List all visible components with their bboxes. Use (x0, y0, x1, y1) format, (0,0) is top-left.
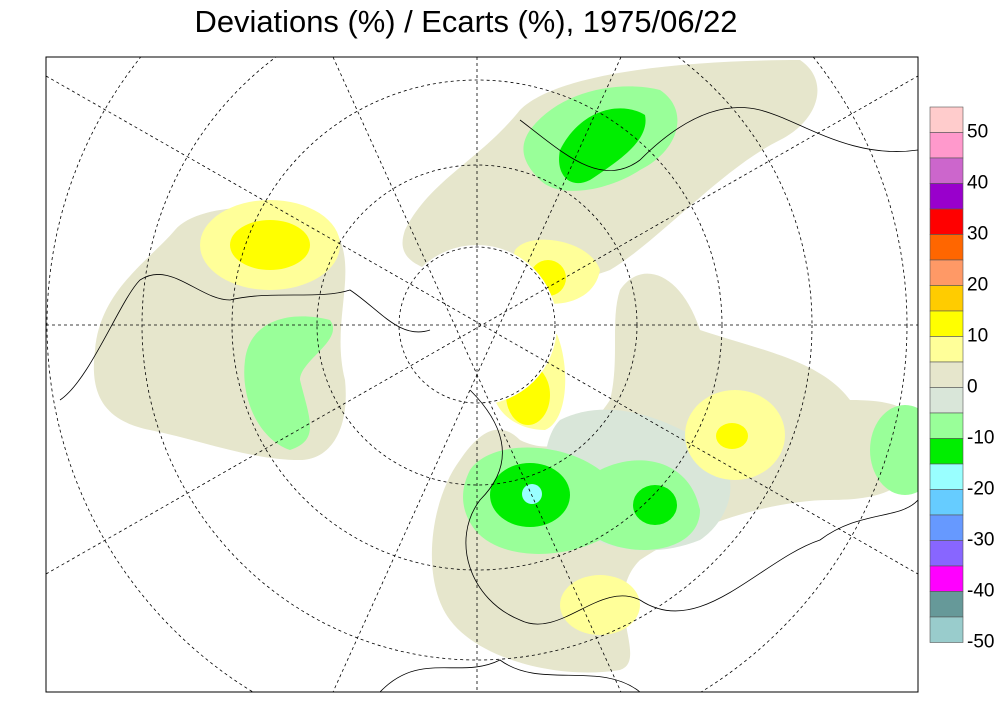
legend-label: 0 (967, 377, 978, 398)
legend-swatch (929, 157, 964, 184)
legend-swatch (929, 438, 964, 465)
legend-swatch (929, 361, 964, 388)
legend-swatch (929, 412, 964, 439)
legend-swatch (929, 489, 964, 516)
legend-label: 20 (967, 275, 988, 296)
anomaly-fields (93, 60, 918, 673)
legend-label: -40 (967, 581, 994, 602)
legend-label: -30 (967, 530, 994, 551)
legend-swatch (929, 591, 964, 618)
coastlines (59, 107, 918, 692)
legend-swatch (929, 208, 964, 235)
legend-label: 30 (967, 224, 988, 245)
legend-swatch (929, 540, 964, 567)
map-frame (45, 56, 919, 693)
legend-swatch (929, 336, 964, 363)
legend-swatch (929, 285, 964, 312)
legend-swatch (929, 259, 964, 286)
legend-label: -10 (967, 428, 994, 449)
legend-swatch (929, 463, 964, 490)
legend-label: 40 (967, 173, 988, 194)
legend-swatch (929, 132, 964, 159)
legend-label: -50 (967, 632, 994, 653)
legend-swatch (929, 310, 964, 337)
legend-label: 10 (967, 326, 988, 347)
legend: 50 40 30 20 10 0 -10 -20 -30 -40 -50 (929, 106, 994, 653)
legend-label: -20 (967, 479, 994, 500)
legend-swatch (929, 234, 964, 261)
legend-swatch (929, 183, 964, 210)
map (46, 57, 918, 692)
legend-swatch (929, 616, 964, 643)
legend-swatch (929, 387, 964, 414)
legend-swatch (929, 106, 964, 133)
graticule (46, 57, 918, 692)
title: Deviations (%) / Ecarts (%), 1975/06/22 (195, 4, 738, 39)
legend-label: 50 (967, 122, 988, 143)
legend-swatch (929, 565, 964, 592)
legend-swatch (929, 514, 964, 541)
